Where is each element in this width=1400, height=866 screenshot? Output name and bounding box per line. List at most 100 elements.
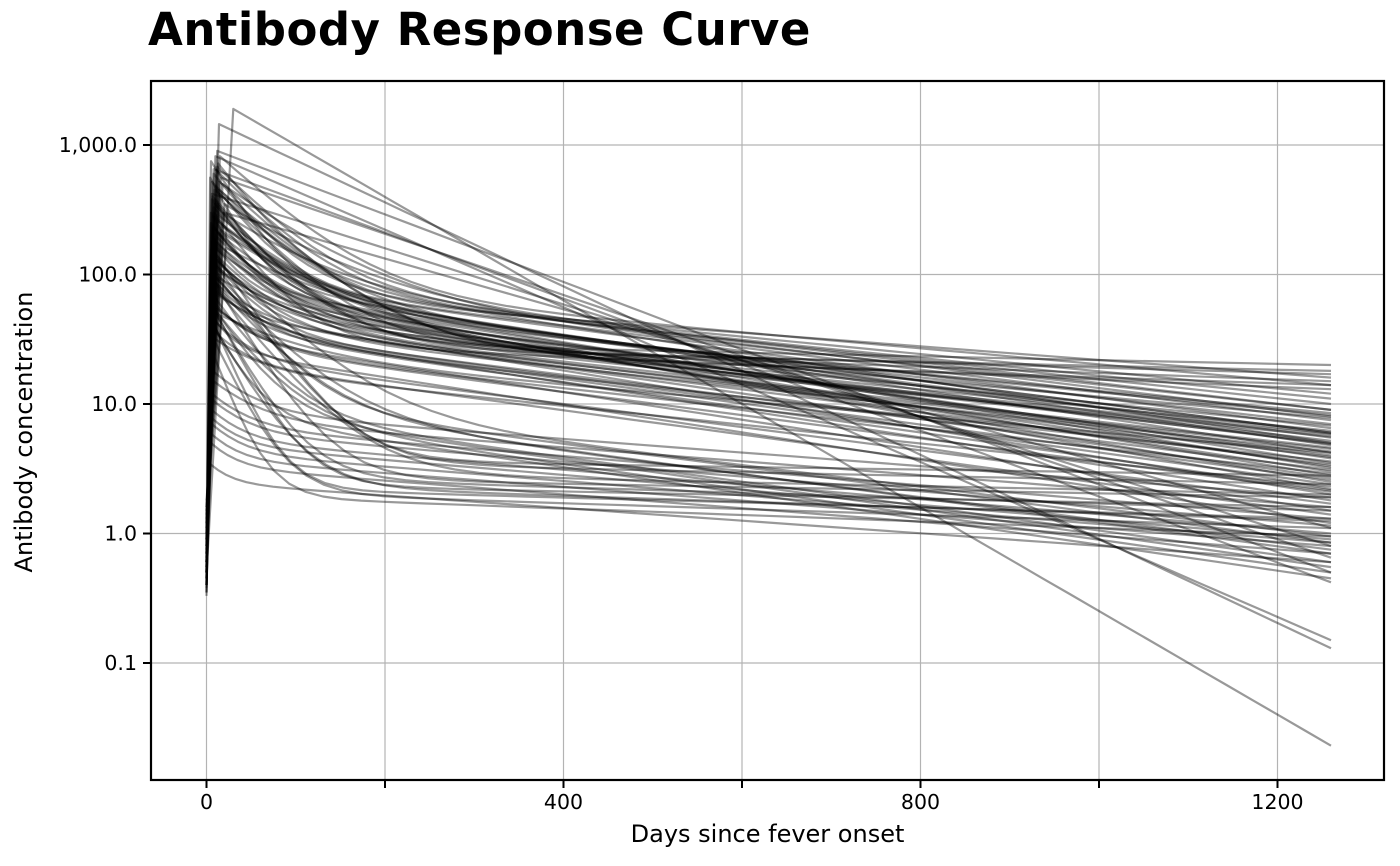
- antibody-curve: [205, 188, 1332, 547]
- gridlines: [151, 81, 1384, 780]
- antibody-curve: [205, 165, 1332, 529]
- antibody-curve: [205, 307, 1332, 558]
- tick-labels: 0 400 800 1200 1,000.0 100.0 10.0 1.0 0.1: [59, 133, 1304, 814]
- antibody-curve: [205, 273, 1332, 593]
- antibody-curve: [205, 268, 1332, 573]
- antibody-curve: [205, 211, 1332, 508]
- antibody-curve: [205, 380, 1332, 563]
- antibody-curve: [205, 258, 1332, 540]
- antibody-curve: [205, 162, 1332, 534]
- antibody-curve: [205, 188, 1332, 554]
- antibody-curve: [205, 160, 1332, 573]
- antibody-curve: [205, 297, 1332, 579]
- antibody-curve: [205, 224, 1332, 519]
- antibody-curve: [205, 397, 1332, 573]
- antibody-curve: [205, 185, 1332, 554]
- y-tick-label: 0.1: [104, 651, 137, 675]
- antibody-curve: [205, 431, 1332, 588]
- antibody-curve: [205, 202, 1332, 511]
- antibody-curve: [205, 247, 1332, 550]
- antibody-curve: [205, 250, 1332, 540]
- y-tick-label: 1.0: [104, 522, 137, 546]
- antibody-curve: [205, 234, 1332, 558]
- antibody-curve: [205, 327, 1332, 573]
- antibody-curve: [205, 176, 1332, 573]
- x-tick-label: 800: [901, 790, 940, 814]
- y-tick-label: 100.0: [78, 263, 137, 287]
- antibody-curve: [205, 233, 1332, 508]
- antibody-curve: [205, 231, 1332, 529]
- antibody-curve: [205, 192, 1332, 586]
- antibody-curve: [205, 423, 1332, 583]
- antibody-curve: [205, 282, 1332, 573]
- antibody-curve: [205, 221, 1332, 573]
- curve-group: [205, 107, 1332, 747]
- antibody-curve: [205, 265, 1332, 579]
- antibody-curve: [205, 307, 1332, 540]
- chart-title: Antibody Response Curve: [148, 3, 811, 56]
- antibody-curve: [205, 263, 1332, 540]
- antibody-curve: [205, 211, 1332, 554]
- antibody-curve: [205, 195, 1332, 563]
- antibody-curve: [205, 248, 1332, 573]
- antibody-curve: [205, 219, 1332, 534]
- antibody-curve: [205, 213, 1332, 531]
- antibody-curve: [205, 224, 1332, 586]
- x-tick-label: 400: [544, 790, 583, 814]
- antibody-curve: [205, 293, 1332, 568]
- antibody-curve: [205, 168, 1332, 584]
- antibody-curve: [205, 206, 1332, 550]
- antibody-curve: [205, 318, 1332, 563]
- antibody-curve: [205, 243, 1332, 543]
- antibody-curve: [205, 461, 1332, 596]
- antibody-curve: [205, 155, 1332, 515]
- antibody-curve: [205, 392, 1332, 573]
- antibody-curve: [205, 211, 1332, 540]
- x-axis-label: Days since fever onset: [630, 820, 905, 848]
- antibody-curve: [205, 408, 1332, 579]
- antibody-curve: [205, 180, 1332, 524]
- antibody-curve: [205, 415, 1332, 593]
- antibody-curve: [205, 211, 1332, 568]
- antibody-curve: [205, 198, 1332, 579]
- antibody-curve: [205, 256, 1332, 547]
- antibody-curve: [205, 302, 1332, 579]
- x-tick-label: 0: [200, 790, 213, 814]
- antibody-curve: [205, 229, 1332, 519]
- antibody-curve: [205, 252, 1332, 558]
- antibody-curve: [205, 237, 1332, 554]
- antibody-curve: [205, 289, 1332, 534]
- antibody-curve: [205, 276, 1332, 529]
- plot-frame: [149, 79, 1386, 782]
- antibody-curve: [205, 172, 1332, 547]
- antibody-curve: [205, 254, 1332, 563]
- antibody-curve: [205, 169, 1332, 547]
- antibody-curve: [205, 314, 1332, 515]
- antibody-curve: [205, 176, 1332, 559]
- antibody-curve: [205, 226, 1332, 563]
- antibody-curve: [205, 279, 1332, 568]
- y-tick-label: 10.0: [91, 392, 137, 416]
- antibody-curve: [205, 441, 1332, 586]
- antibody-curve: [205, 302, 1332, 568]
- antibody-curve: [205, 263, 1332, 554]
- antibody-curve: [205, 258, 1332, 563]
- antibody-curve: [205, 289, 1332, 554]
- antibody-curve: [205, 180, 1332, 586]
- antibody-curve: [205, 276, 1332, 551]
- antibody-curve: [205, 215, 1332, 543]
- antibody-curve: [205, 241, 1332, 537]
- antibody-curve: [205, 155, 1332, 642]
- antibody-curve: [205, 240, 1332, 573]
- antibody-curve: [205, 202, 1332, 534]
- antibody-curve: [205, 149, 1332, 574]
- antibody-curve: [205, 198, 1332, 540]
- antibody-curve: [205, 279, 1332, 547]
- antibody-curve: [205, 318, 1332, 586]
- antibody-curve: [205, 332, 1332, 573]
- antibody-curve: [205, 293, 1332, 534]
- antibody-curve: [205, 337, 1332, 550]
- antibody-curve: [205, 123, 1332, 650]
